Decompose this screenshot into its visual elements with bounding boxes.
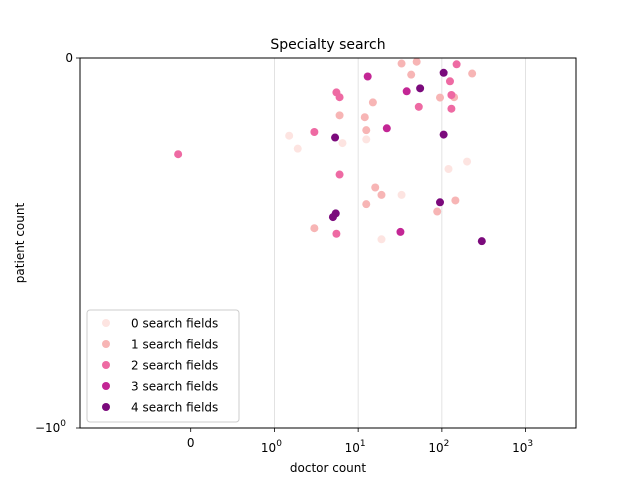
legend-label: 3 search fields [131, 380, 218, 394]
data-point [174, 150, 183, 159]
data-point [362, 126, 371, 135]
y-tick-label: 0 [65, 51, 73, 65]
data-point [377, 190, 386, 199]
legend-label: 0 search fields [131, 317, 218, 331]
x-tick-label: 0 [187, 436, 195, 450]
data-point [407, 70, 416, 79]
legend-marker [102, 382, 110, 390]
data-point [445, 77, 454, 86]
data-point [416, 84, 425, 93]
legend-marker [102, 340, 110, 348]
data-point [377, 235, 386, 244]
data-point [402, 87, 411, 96]
x-axis-label: doctor count [290, 461, 367, 475]
data-point [331, 133, 340, 142]
legend-label: 1 search fields [131, 338, 218, 352]
y-axis-ticks: 0 −100 [35, 51, 80, 435]
x-tick-label: 101 [345, 439, 366, 455]
y-axis-label: patient count [13, 203, 27, 284]
data-point [328, 213, 337, 222]
legend-label: 2 search fields [131, 359, 218, 373]
data-point [463, 157, 472, 166]
data-point [293, 144, 302, 153]
data-point [335, 111, 344, 120]
y-tick-label: −100 [35, 419, 66, 435]
data-point [439, 130, 448, 139]
data-point [363, 72, 372, 81]
data-point [371, 183, 380, 192]
x-tick-label: 102 [428, 439, 449, 455]
data-point [397, 59, 406, 68]
legend-marker [102, 403, 110, 411]
data-point [338, 139, 347, 148]
data-point [335, 170, 344, 179]
plot-frame [79, 57, 577, 429]
data-point [452, 60, 461, 69]
x-axis-ticks: 0 100 101 102 103 [187, 428, 533, 455]
data-point [444, 165, 453, 173]
data-point [439, 68, 448, 77]
x-tick-label: 100 [261, 439, 282, 455]
data-point [414, 102, 423, 111]
data-point [447, 104, 456, 113]
data-point [412, 57, 421, 66]
data-point [447, 91, 456, 99]
x-tick-label: 103 [512, 439, 533, 455]
legend-label: 4 search fields [131, 401, 218, 415]
data-point [433, 207, 442, 216]
data-points [174, 57, 486, 246]
data-point [310, 224, 319, 233]
data-point [436, 198, 445, 207]
data-point [451, 196, 460, 205]
legend-marker [102, 319, 110, 327]
data-point [310, 128, 319, 136]
legend-marker [102, 361, 110, 369]
x-grid [274, 58, 526, 428]
data-point [335, 93, 344, 102]
data-point [397, 190, 406, 199]
data-point [382, 124, 391, 133]
data-point [468, 69, 477, 78]
data-point [362, 200, 371, 209]
legend: 0 search fields 1 search fields 2 search f… [86, 309, 240, 423]
data-point [396, 227, 405, 236]
data-point [332, 229, 341, 238]
data-point [285, 131, 294, 140]
data-point [436, 93, 445, 102]
chart-title: Specialty search [270, 37, 385, 53]
data-point [360, 113, 369, 122]
data-point [477, 237, 486, 246]
data-point [368, 98, 377, 107]
data-point [362, 135, 371, 144]
legend-box [86, 309, 240, 423]
